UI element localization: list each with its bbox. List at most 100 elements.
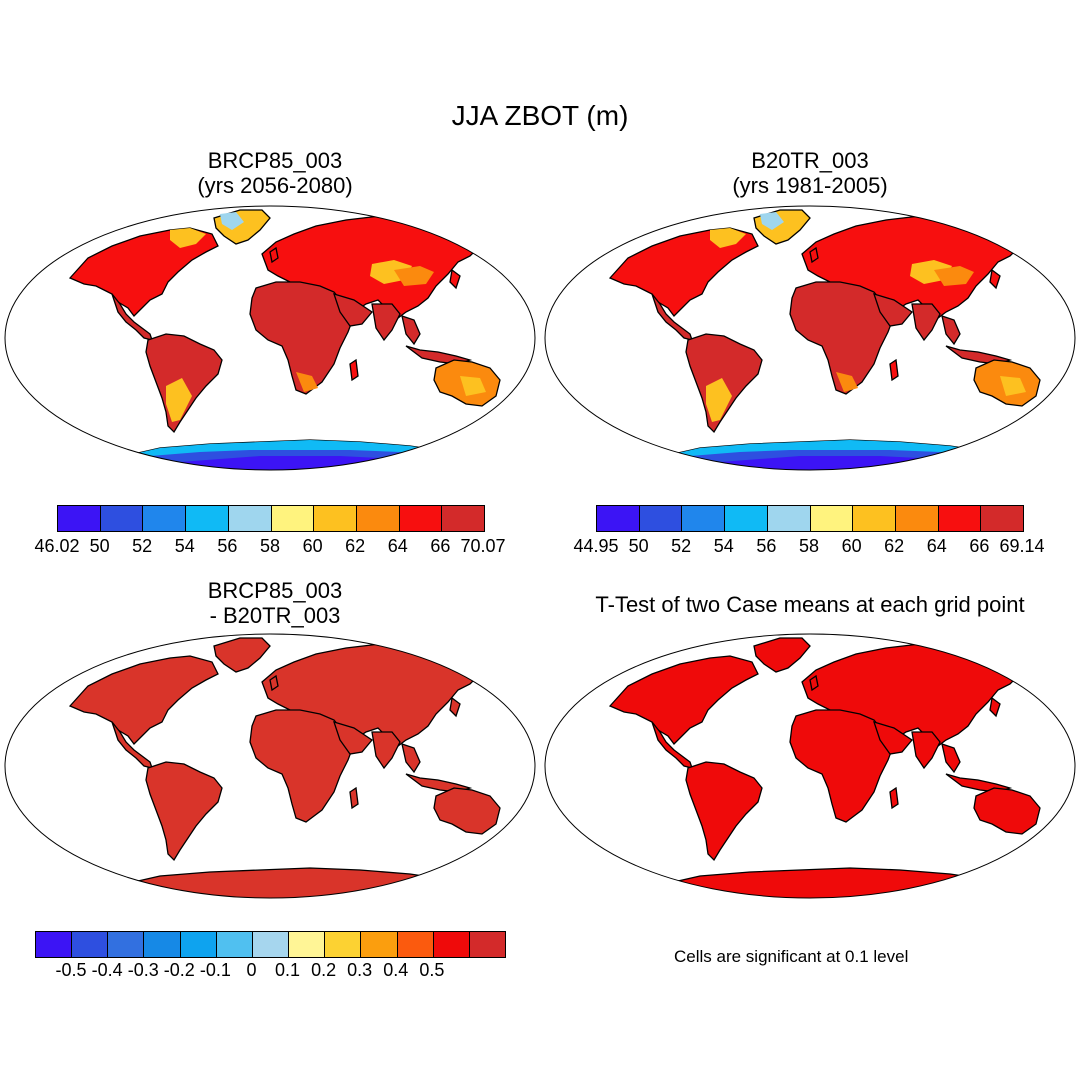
- landmass-africa: [249, 709, 355, 823]
- colorbar-tick-label: -0.3: [127, 960, 159, 980]
- colorbar-tick-label: 0.5: [419, 960, 445, 980]
- panel-4-title-line1: T-Test of two Case means at each grid po…: [595, 592, 1025, 617]
- colorbar-swatch: [895, 506, 939, 531]
- colorbar-tick-label: 0.4: [383, 960, 409, 980]
- landmass-greenland: [753, 637, 811, 673]
- colorbar-tick-label: 58: [259, 536, 281, 556]
- panel-1-title-line1: BRCP85_003: [207, 148, 343, 173]
- colorbar-swatch: [682, 506, 726, 531]
- map-panel-3: [4, 633, 536, 899]
- colorbar-tick-label: 70.07: [460, 536, 506, 556]
- colorbar-swatch: [100, 506, 144, 531]
- landmass-india: [371, 731, 401, 770]
- colorbar-swatch: [314, 506, 357, 531]
- colorbar-swatch: [433, 932, 470, 957]
- colorbar-swatch: [442, 506, 485, 531]
- landmass-centralAmerica: [111, 721, 153, 769]
- landmass-madagascar: [889, 358, 899, 382]
- panel-1-title-line2: (yrs 2056-2080): [197, 173, 353, 198]
- colorbar-tick-label: 64: [387, 536, 408, 556]
- panel-2-title: B20TR_003 (yrs 1981-2005): [600, 148, 1020, 198]
- landmass-greenland: [213, 637, 271, 673]
- landmass-antarctica: [655, 867, 1012, 898]
- map-panel-2: [544, 205, 1076, 471]
- landmass-australia: [973, 787, 1041, 835]
- value-patch: [394, 266, 434, 286]
- colorbar-swatch: [725, 506, 768, 531]
- value-patch: [166, 378, 192, 422]
- panel-3-title-line1: BRCP85_003: [207, 578, 343, 603]
- value-patch: [710, 228, 746, 248]
- colorbar-tick-label: 60: [841, 536, 862, 556]
- landmass-arabia: [332, 721, 373, 755]
- colorbar-swatch: [767, 506, 811, 531]
- colorbar-tick-label: 56: [756, 536, 777, 556]
- colorbar-swatch: [72, 932, 109, 957]
- landmass-africa: [789, 709, 895, 823]
- landmass-arabia: [332, 293, 373, 327]
- colorbar-swatch: [289, 932, 326, 957]
- landmass-newZealand: [1043, 832, 1057, 852]
- value-patch: [706, 378, 732, 422]
- colorbar-swatch: [252, 932, 290, 957]
- landmass-antarctica: [115, 867, 472, 898]
- colorbar-tick-label: 0: [246, 960, 257, 980]
- landmass-seAsia: [401, 743, 421, 774]
- map-frame: [4, 205, 536, 471]
- landmass-seAsia: [941, 315, 961, 346]
- colorbar-1-labels: 46.02 50 52 54 56 58 60 62 64 66 70.07: [34, 536, 505, 560]
- map-panel-1: [4, 205, 536, 471]
- colorbar-swatch: [216, 932, 253, 957]
- landmass-northAmerica: [68, 227, 219, 317]
- colorbar-tick-label: 0.1: [275, 960, 301, 980]
- antarctica-coast-band: [116, 440, 470, 462]
- landmass-newZealand: [503, 832, 517, 852]
- significance-note: Cells are significant at 0.1 level: [674, 947, 909, 966]
- landmass-northAmerica: [608, 655, 759, 745]
- colorbar-tick-label: 66: [969, 536, 990, 556]
- colorbar-swatch: [58, 506, 101, 531]
- colorbar-tick-label: 60: [302, 536, 323, 556]
- landmass-centralAmerica: [651, 293, 693, 341]
- colorbar-tick-label: 56: [217, 536, 238, 556]
- colorbar-3-labels: -0.5 -0.4 -0.3 -0.2 -0.1 0 0.1 0.2 0.3 0.4 0.5: [35, 960, 504, 984]
- colorbar-3: [35, 931, 506, 958]
- landmass-japan: [989, 696, 1001, 718]
- panel-3-title: BRCP85_003 - B20TR_003: [65, 578, 485, 628]
- landmass-seAsia: [401, 315, 421, 346]
- value-patch: [1000, 376, 1026, 396]
- colorbar-tick-label: -0.1: [199, 960, 231, 980]
- colorbar-tick-label: 54: [713, 536, 734, 556]
- landmass-arabia: [872, 293, 913, 327]
- colorbar-swatch: [108, 932, 145, 957]
- landmass-india: [911, 731, 941, 770]
- panel-3-title-line2: - B20TR_003: [209, 603, 341, 628]
- landmass-southAmerica: [685, 761, 763, 862]
- colorbar-tick-label: 44.95: [573, 536, 619, 556]
- colorbar-swatch: [399, 506, 443, 531]
- colorbar-swatch: [639, 506, 683, 531]
- colorbar-tick-label: 46.02: [34, 536, 80, 556]
- colorbar-tick-label: 69.14: [999, 536, 1045, 556]
- colorbar-tick-label: -0.2: [163, 960, 195, 980]
- colorbar-tick-label: 50: [89, 536, 110, 556]
- colorbar-swatch: [36, 932, 73, 957]
- colorbar-swatch: [180, 932, 217, 957]
- landmass-india: [911, 303, 941, 342]
- landmass-uk: [269, 674, 279, 692]
- panel-2-title-line1: B20TR_003: [751, 148, 869, 173]
- landmass-centralAmerica: [111, 293, 153, 341]
- value-patch: [836, 372, 858, 392]
- value-patch: [760, 212, 784, 230]
- antarctica-coast-band: [656, 440, 1010, 462]
- colorbar-swatch: [356, 506, 400, 531]
- landmass-japan: [449, 268, 461, 290]
- landmass-northAmerica: [608, 227, 759, 317]
- value-patch: [220, 212, 244, 230]
- landmass-newZealand: [503, 404, 517, 424]
- colorbar-tick-label: -0.5: [55, 960, 87, 980]
- landmass-japan: [989, 268, 1001, 290]
- colorbar-swatch: [144, 932, 181, 957]
- landmass-africa: [249, 281, 355, 395]
- landmass-madagascar: [889, 786, 899, 810]
